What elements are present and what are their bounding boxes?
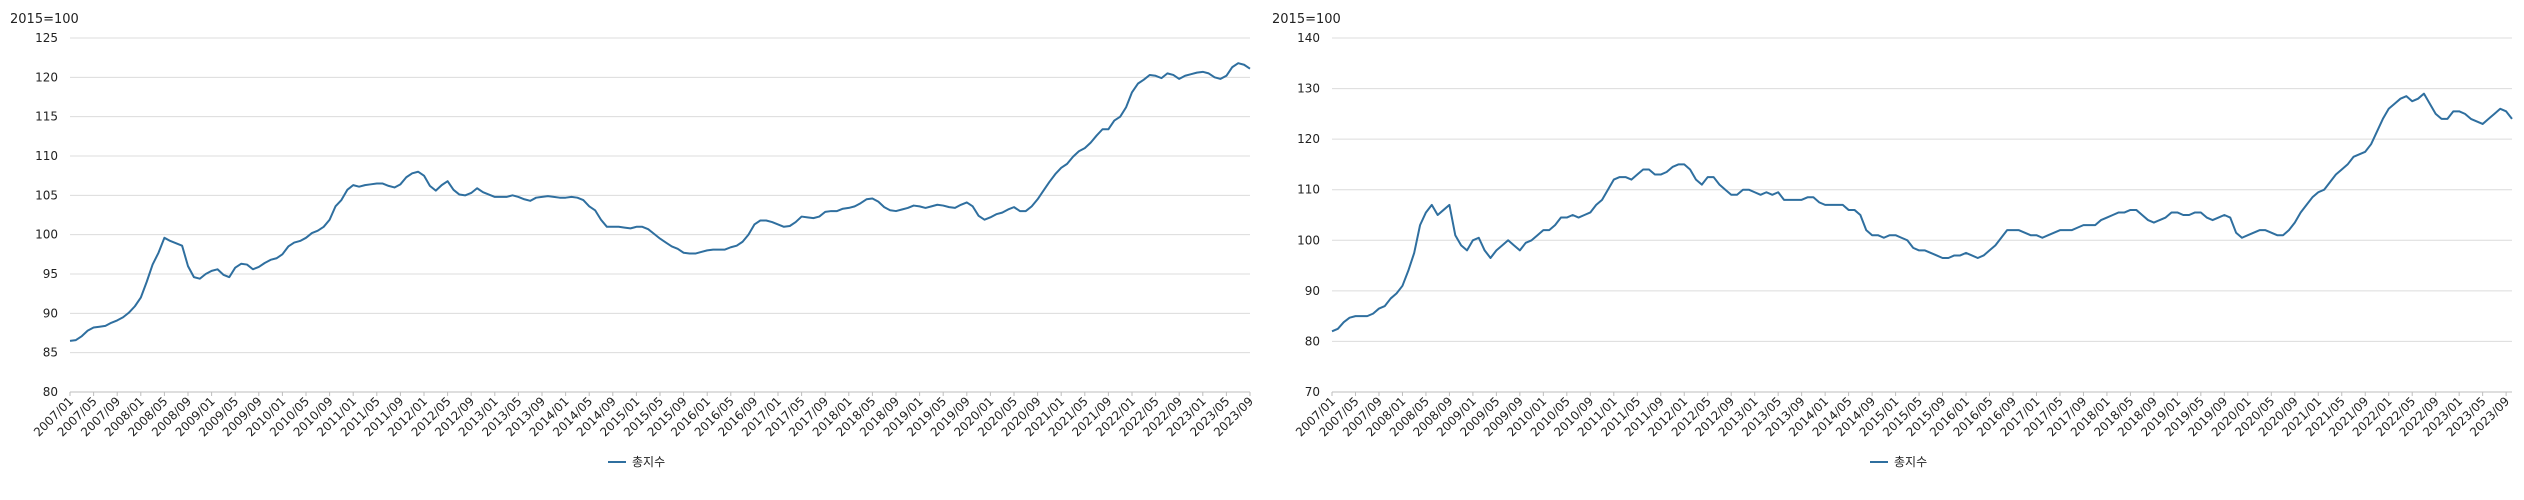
unit-label: 2015=100 [10, 12, 79, 27]
y-tick-label: 110 [35, 149, 58, 163]
chart-right: 2015=1007080901001101201301402007/012007… [1272, 12, 2513, 469]
y-tick-label: 100 [1297, 233, 1320, 247]
y-tick-label: 100 [35, 228, 58, 242]
y-tick-label: 125 [35, 31, 58, 45]
y-tick-label: 90 [43, 306, 58, 320]
legend-label: 총지수 [632, 455, 665, 469]
legend[interactable]: 총지수 [1870, 455, 1927, 469]
unit-label: 2015=100 [1272, 12, 1341, 27]
y-tick-label: 120 [1297, 132, 1320, 146]
y-tick-label: 90 [1305, 284, 1320, 298]
y-tick-label: 140 [1297, 31, 1320, 45]
legend[interactable]: 총지수 [608, 455, 665, 469]
y-tick-label: 80 [43, 385, 58, 399]
series-line-total-index [69, 62, 1251, 342]
series-line-total-index [1331, 92, 2513, 333]
legend-label: 총지수 [1894, 455, 1927, 469]
y-tick-label: 115 [35, 110, 58, 124]
y-tick-label: 105 [35, 188, 58, 202]
chart-left: 2015=100808590951001051101151201252007/0… [10, 12, 1256, 469]
y-tick-label: 80 [1305, 334, 1320, 348]
y-tick-label: 85 [43, 346, 58, 360]
y-tick-label: 95 [43, 267, 58, 281]
y-tick-label: 70 [1305, 385, 1320, 399]
y-tick-label: 120 [35, 70, 58, 84]
y-tick-label: 110 [1297, 183, 1320, 197]
y-tick-label: 130 [1297, 82, 1320, 96]
